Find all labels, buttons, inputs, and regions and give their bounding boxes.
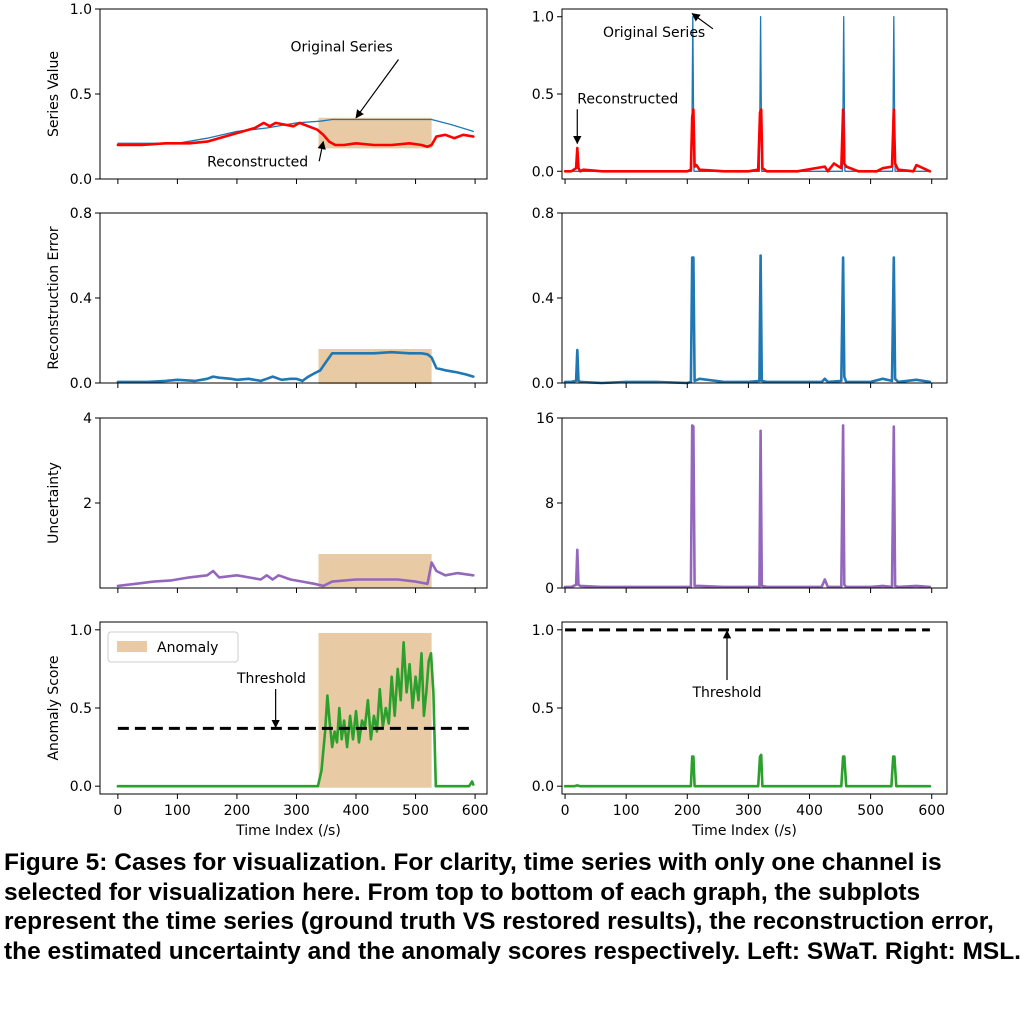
legend-swatch: [117, 641, 147, 652]
y-tick-label: 0.0: [70, 376, 92, 392]
anomaly-span: [318, 349, 432, 385]
series-line-original-series: [117, 118, 474, 144]
y-tick-label: 2: [83, 496, 92, 512]
y-tick-label: 0.5: [532, 701, 554, 717]
x-tick-label: 500: [402, 803, 429, 819]
x-tick-label: 100: [613, 803, 640, 819]
series-line-line-0: [563, 254, 932, 385]
x-tick-label: 600: [462, 803, 489, 819]
annotation-arrow: [317, 140, 326, 162]
subplot-msl-uncertainty: 0 8 16: [536, 411, 948, 597]
legend-label: Anomaly: [157, 640, 218, 656]
y-tick-label: 4: [83, 411, 92, 427]
y-tick-label: 1.0: [70, 2, 92, 18]
y-tick-label: 0.5: [70, 701, 92, 717]
y-tick-label: 0.0: [70, 172, 92, 188]
y-tick-label: 1.0: [532, 623, 554, 639]
annotation-arrow: [691, 13, 714, 30]
x-tick-label: 600: [918, 803, 945, 819]
subplot-swat-score: Threshold Anomaly 0.0 0.5 1.0 0 100 200 300 400 50…: [46, 621, 489, 839]
y-tick-label: 16: [536, 411, 554, 427]
subplot-swat-series: Original Series Reconstructed 0.0 0.5 1.0 Ser…: [46, 2, 488, 188]
subplot-swat-error: 0.0 0.4 0.8 Reconstruction Error: [46, 206, 488, 392]
x-tick-label: 300: [735, 803, 762, 819]
x-tick-label: 200: [674, 803, 701, 819]
axes-frame: [561, 212, 948, 384]
y-tick-label: 0.5: [532, 87, 554, 103]
x-tick-label: 500: [857, 803, 884, 819]
axes-frame: [561, 417, 948, 589]
series-line-line-0: [116, 350, 475, 384]
y-tick-label: 0: [545, 581, 554, 597]
y-tick-label: 0.4: [532, 291, 554, 307]
x-axis-label: Time Index (/s): [235, 823, 341, 839]
x-tick-label: 200: [224, 803, 251, 819]
y-tick-label: 0.0: [532, 779, 554, 795]
y-tick-label: 8: [545, 496, 554, 512]
annotation-arrow: [355, 59, 400, 119]
x-tick-label: 300: [283, 803, 310, 819]
x-tick-label: 0: [113, 803, 122, 819]
y-tick-label: 0.8: [70, 206, 92, 222]
x-tick-label: 100: [164, 803, 191, 819]
legend: Anomaly: [107, 631, 239, 663]
series-line-line-0: [116, 561, 475, 588]
annotation-label: Original Series: [603, 25, 705, 41]
y-tick-label: 0.0: [532, 164, 554, 180]
annotation-label: Reconstructed: [207, 154, 308, 170]
y-axis-label: Series Value: [46, 51, 62, 137]
axes-frame: [561, 621, 948, 795]
series-line-line-0: [563, 753, 932, 788]
y-tick-label: 1.0: [70, 623, 92, 639]
subplot-msl-score: Threshold 0.0 0.5 1.0 0 100 200 300 400 500 600 Tim…: [532, 621, 948, 839]
x-tick-label: 400: [796, 803, 823, 819]
y-axis-label: Uncertainty: [46, 462, 62, 544]
series-line-line-0: [116, 641, 475, 788]
annotation-label: Reconstructed: [577, 91, 678, 107]
subplot-msl-error: 0.0 0.4 0.8: [532, 206, 948, 392]
y-tick-label: 0.8: [532, 206, 554, 222]
y-axis-label: Reconstruction Error: [46, 226, 62, 370]
y-tick-label: 0.4: [70, 291, 92, 307]
figure-caption: Figure 5: Cases for visualization. For c…: [4, 849, 1021, 965]
x-axis-label: Time Index (/s): [691, 823, 797, 839]
threshold-label: Threshold: [692, 685, 762, 701]
y-tick-label: 0.0: [70, 779, 92, 795]
series-line-line-0: [563, 424, 932, 589]
y-tick-label: 0.5: [70, 87, 92, 103]
subplot-msl-series: Original Series Reconstructed 0.0 0.5 1.0: [532, 8, 948, 184]
x-tick-label: 400: [343, 803, 370, 819]
figure-grid: Original Series Reconstructed 0.0 0.5 1.0 Ser…: [46, 2, 948, 839]
anomaly-span: [318, 554, 432, 588]
anomaly-span: [318, 632, 432, 788]
series-line-reconstructed: [116, 121, 475, 148]
y-axis-label: Anomaly Score: [46, 655, 62, 760]
subplot-swat-uncertainty: 2 4 Uncertainty: [46, 411, 488, 593]
y-tick-label: 0.0: [532, 376, 554, 392]
x-tick-label: 0: [561, 803, 570, 819]
annotation-label: Original Series: [291, 40, 393, 56]
series-line-reconstructed: [563, 108, 932, 173]
legend-box: [107, 631, 239, 663]
y-tick-label: 1.0: [532, 10, 554, 26]
threshold-label: Threshold: [236, 671, 306, 687]
